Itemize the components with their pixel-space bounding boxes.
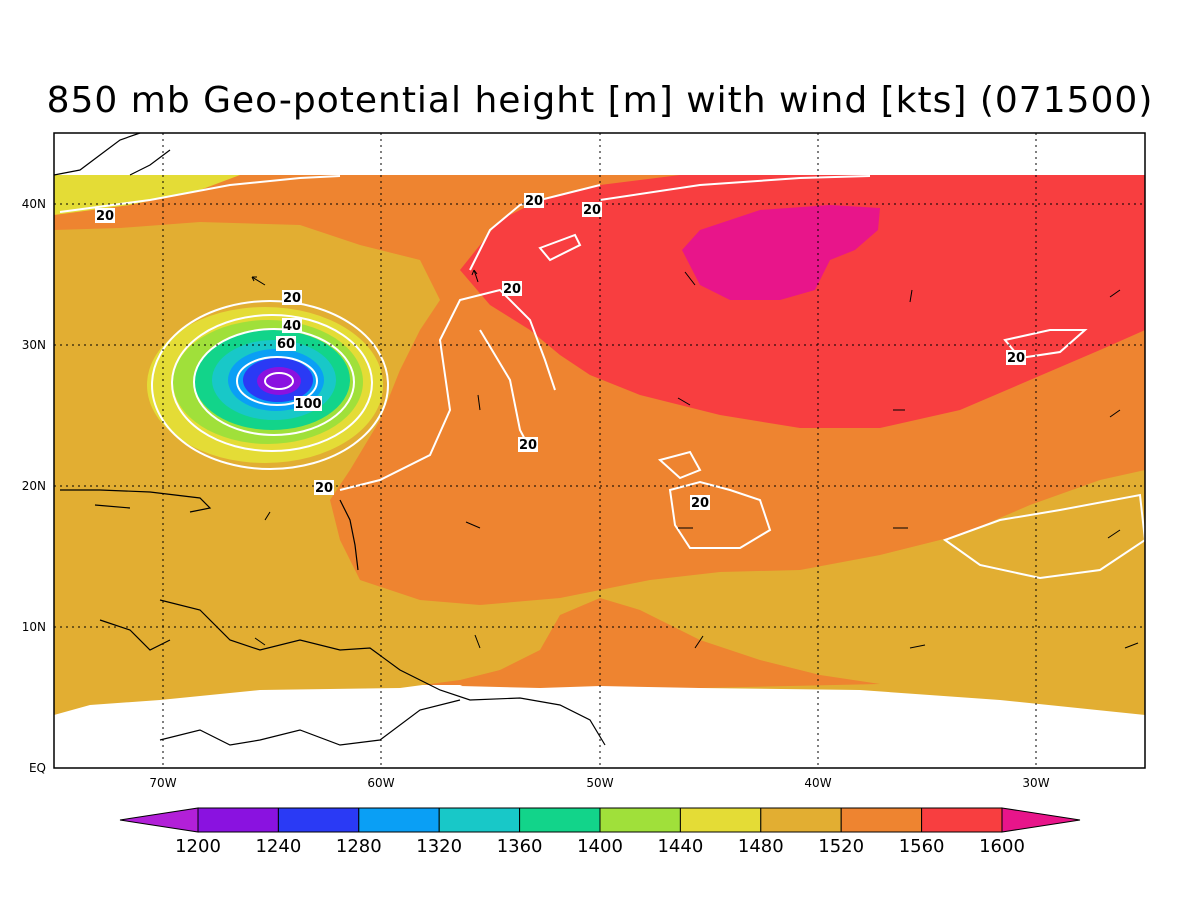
colorbar-label: 1240 [255, 836, 301, 857]
contour-label: 20 [314, 480, 334, 496]
colorbar-box [277, 807, 360, 833]
colorbar-label: 1520 [818, 836, 864, 857]
contour-label: 20 [502, 281, 522, 297]
lat-label: 40N [22, 197, 46, 211]
colorbar-label: 1400 [577, 836, 623, 857]
lon-label: 70W [149, 776, 176, 790]
lat-label: 30N [22, 338, 46, 352]
lat-axis: 40N 30N 20N 10N EQ [22, 197, 46, 775]
colorbar-box [840, 807, 923, 833]
colorbar: 1200 1240 1280 1320 1360 1400 1440 1480 1520 1560… [119, 807, 1081, 857]
contour-label: 20 [282, 290, 302, 306]
contour-label: 20 [518, 437, 538, 453]
lat-label: EQ [29, 761, 46, 775]
contour-label-text: 20 [1007, 351, 1025, 366]
colorbar-box [760, 807, 842, 833]
contour-label: 20 [524, 193, 544, 209]
contour-label-text: 60 [277, 337, 295, 352]
contour-labels: 20 20 20 20 20 20 20 20 20 40 60 100 [95, 193, 1026, 511]
colorbar-label: 1600 [979, 836, 1025, 857]
lat-label: 20N [22, 479, 46, 493]
contour-label-text: 20 [96, 209, 114, 224]
contour-label: 20 [690, 495, 710, 511]
contour-label-text: 100 [294, 397, 321, 412]
colorbar-box [519, 807, 601, 833]
contour-label: 60 [276, 336, 296, 352]
wind-vectors [251, 269, 1139, 649]
colorbar-label: 1200 [175, 836, 221, 857]
colorbar-max-arrow [1001, 807, 1081, 833]
colorbar-min-arrow [119, 807, 199, 833]
colorbar-box [438, 807, 521, 833]
contour-label-text: 20 [525, 194, 543, 209]
coastlines [53, 132, 606, 746]
colorbar-box [599, 807, 681, 833]
plot-frame [53, 132, 1146, 769]
grid [54, 133, 1145, 768]
lon-label: 60W [367, 776, 394, 790]
contour-label-text: 20 [315, 481, 333, 496]
colorbar-label: 1320 [416, 836, 462, 857]
contour-label: 20 [95, 208, 115, 224]
height-field [54, 175, 1145, 768]
contour-label-text: 20 [583, 203, 601, 218]
lon-label: 50W [586, 776, 613, 790]
colorbar-label: 1480 [738, 836, 784, 857]
colorbar-box [358, 807, 440, 833]
contour-label: 100 [294, 396, 322, 412]
contour-label-text: 20 [283, 291, 301, 306]
contour-label-text: 40 [283, 319, 301, 334]
chart-title: 850 mb Geo-potential height [m] with win… [46, 80, 1154, 121]
contour-label: 20 [1006, 350, 1026, 366]
colorbar-box [679, 807, 762, 833]
lat-label: 10N [22, 620, 46, 634]
lon-axis: 70W 60W 50W 40W 30W [149, 776, 1049, 790]
colorbar-label: 1360 [497, 836, 543, 857]
colorbar-box [197, 807, 279, 833]
colorbar-label: 1440 [657, 836, 703, 857]
lon-label: 30W [1022, 776, 1049, 790]
colorbar-label: 1280 [336, 836, 382, 857]
contour-label-text: 20 [691, 496, 709, 511]
contour-label-text: 20 [519, 438, 537, 453]
colorbar-label: 1560 [899, 836, 945, 857]
contour-label: 20 [582, 202, 602, 218]
contour-label-text: 20 [503, 282, 521, 297]
colorbar-box [921, 807, 1003, 833]
lon-label: 40W [804, 776, 831, 790]
contour-label: 40 [282, 318, 302, 334]
